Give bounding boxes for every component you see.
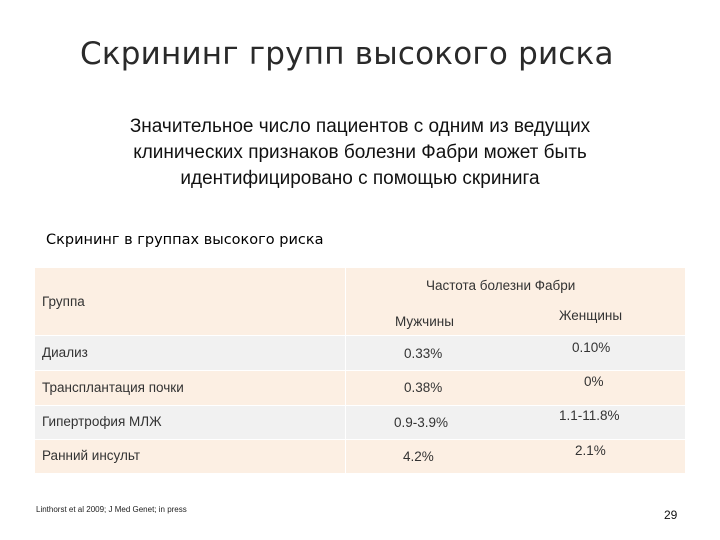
frequency-column-header: Частота болезни Фабри — [426, 278, 576, 293]
men-value-cell: 4.2% — [403, 449, 434, 464]
men-value-cell: 0.33% — [404, 346, 443, 361]
men-value-cell: 0.38% — [404, 380, 443, 395]
group-column-header: Группа — [42, 294, 85, 309]
group-cell: Гипертрофия МЛЖ — [42, 414, 162, 429]
group-cell: Ранний инсульт — [42, 448, 141, 463]
group-cell: Диализ — [42, 345, 88, 360]
women-column-header: Женщины — [559, 308, 623, 323]
column-divider — [345, 268, 346, 473]
table-row: Трансплантация почки 0.38% 0% — [35, 371, 685, 405]
table-row: Диализ 0.33% 0.10% — [35, 336, 685, 370]
citation-footnote: Linthorst et al 2009; J Med Genet; in pr… — [36, 505, 187, 514]
women-value-cell: 0.10% — [572, 340, 611, 355]
subtitle-line: идентифицировано с помощью скринига — [180, 168, 540, 189]
subtitle-line: Значительное число пациентов с одним из … — [129, 116, 591, 137]
table-row: Гипертрофия МЛЖ 0.9-3.9% 1.1-11.8% — [35, 406, 685, 439]
table-header-row: Группа Частота болезни Фабри Мужчины Жен… — [35, 268, 685, 335]
men-column-header: Мужчины — [395, 314, 454, 329]
men-value-cell: 0.9-3.9% — [394, 415, 449, 430]
subtitle-line: клинических признаков болезни Фабри може… — [133, 142, 587, 163]
table-row: Ранний инсульт 4.2% 2.1% — [35, 440, 685, 473]
page-number: 29 — [664, 508, 678, 522]
screening-table: Группа Частота болезни Фабри Мужчины Жен… — [35, 268, 685, 473]
women-value-cell: 2.1% — [575, 443, 606, 458]
women-value-cell: 1.1-11.8% — [559, 408, 620, 423]
slide-subtitle: Значительное число пациентов с одним из … — [80, 114, 640, 192]
table-heading: Скрининг в группах высокого риска — [46, 232, 324, 248]
group-cell: Трансплантация почки — [42, 380, 184, 395]
women-value-cell: 0% — [584, 374, 604, 389]
slide-title: Скрининг групп высокого риска — [80, 36, 614, 72]
